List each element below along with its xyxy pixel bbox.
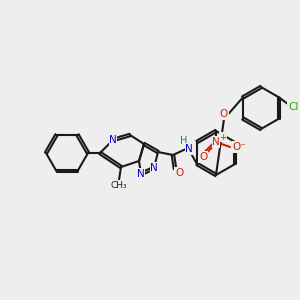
Text: O⁻: O⁻ bbox=[232, 142, 246, 152]
Text: +: + bbox=[219, 133, 227, 142]
Text: N: N bbox=[185, 144, 193, 154]
Text: O: O bbox=[175, 168, 183, 178]
Text: H: H bbox=[180, 136, 188, 146]
Text: O: O bbox=[220, 109, 228, 119]
Text: N: N bbox=[150, 163, 158, 173]
Text: O: O bbox=[199, 152, 207, 162]
Text: N: N bbox=[137, 169, 145, 179]
Text: CH₃: CH₃ bbox=[111, 181, 127, 190]
Text: N: N bbox=[109, 135, 117, 145]
Text: N: N bbox=[212, 137, 220, 147]
Text: Cl: Cl bbox=[288, 101, 298, 112]
